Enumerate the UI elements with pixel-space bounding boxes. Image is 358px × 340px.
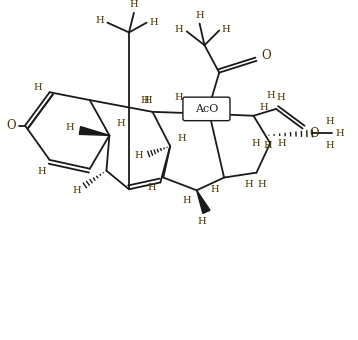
Text: H: H	[34, 83, 42, 92]
Text: H: H	[73, 186, 81, 195]
Text: H: H	[215, 101, 223, 110]
Text: H: H	[335, 129, 344, 138]
Text: O: O	[309, 127, 319, 140]
Text: H: H	[66, 123, 74, 132]
Text: AcO: AcO	[195, 104, 218, 114]
Polygon shape	[197, 190, 210, 214]
Text: H: H	[175, 92, 183, 102]
Text: H: H	[195, 11, 204, 20]
Text: H: H	[244, 180, 253, 189]
Text: H: H	[183, 195, 191, 205]
Text: H: H	[135, 151, 143, 160]
Text: H: H	[326, 141, 334, 150]
Text: H: H	[95, 16, 104, 25]
Text: H: H	[277, 92, 285, 102]
Text: H: H	[267, 91, 275, 100]
Text: H: H	[175, 25, 183, 34]
Polygon shape	[79, 126, 110, 135]
Text: H: H	[210, 185, 219, 194]
Text: H: H	[149, 18, 158, 27]
Text: H: H	[197, 217, 206, 226]
Text: O: O	[6, 119, 16, 132]
Text: H: H	[257, 180, 266, 189]
Text: H: H	[117, 119, 125, 128]
Text: H: H	[143, 96, 152, 105]
FancyBboxPatch shape	[183, 97, 230, 121]
Text: H: H	[222, 25, 230, 34]
Text: O: O	[261, 49, 271, 63]
Text: H: H	[178, 134, 186, 143]
Text: H: H	[38, 167, 46, 176]
Text: H: H	[278, 139, 286, 148]
Text: H: H	[259, 103, 268, 113]
Text: H: H	[264, 141, 272, 150]
Text: H: H	[326, 117, 334, 126]
Text: H: H	[147, 183, 156, 192]
Text: H: H	[130, 0, 138, 10]
Text: H: H	[251, 139, 260, 148]
Text: H: H	[140, 96, 149, 105]
